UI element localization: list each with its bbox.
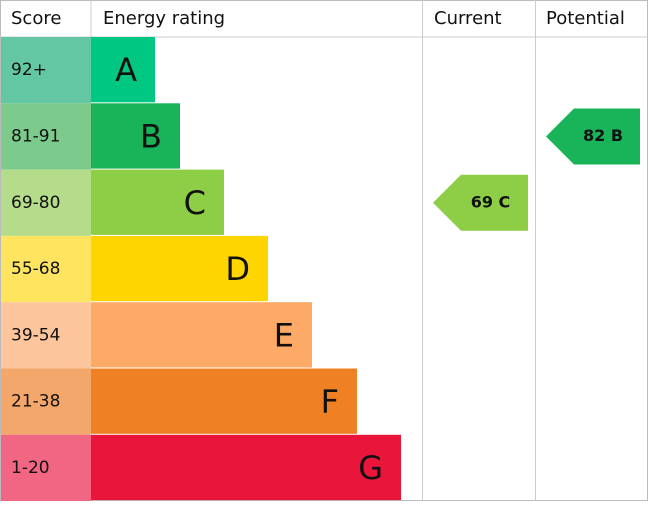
score-cell: [1, 368, 91, 435]
current-arrow: [433, 174, 528, 231]
rating-letter: C: [184, 184, 206, 222]
rating-bar: [91, 103, 180, 169]
rating-letter: F: [321, 383, 339, 421]
score-label: 81-91: [11, 126, 60, 146]
potential-arrow: [546, 108, 640, 165]
score-cell: [1, 235, 91, 303]
header: Energy rating: [103, 8, 225, 29]
rating-letter: B: [140, 117, 162, 155]
score-label: 1-20: [11, 458, 50, 478]
score-cell: [1, 434, 91, 502]
current-label: 69 C: [471, 192, 511, 211]
score-label: 92+: [11, 60, 47, 80]
score-label: 55-68: [11, 259, 60, 279]
rating-bar: [91, 37, 155, 103]
rating-letter: E: [274, 316, 294, 354]
header: Score: [11, 8, 61, 29]
rating-bar: [91, 169, 224, 235]
score-label: 21-38: [11, 392, 60, 412]
rating-bar: [91, 434, 401, 501]
rating-letter: G: [358, 449, 383, 487]
rating-letter: A: [115, 51, 137, 89]
potential-label: 82 B: [583, 126, 623, 145]
rating-bar: [91, 302, 312, 368]
rating-letter: D: [225, 250, 250, 288]
score-cell: [1, 302, 91, 369]
rating-bar: [91, 368, 357, 434]
score-cell: [1, 103, 91, 170]
score-cell: [1, 37, 91, 104]
score-label: 39-54: [11, 325, 60, 345]
rating-bar: [91, 235, 268, 302]
header: Potential: [546, 8, 625, 29]
header: Current: [434, 8, 502, 29]
score-label: 69-80: [11, 193, 60, 213]
score-cell: [1, 169, 91, 236]
